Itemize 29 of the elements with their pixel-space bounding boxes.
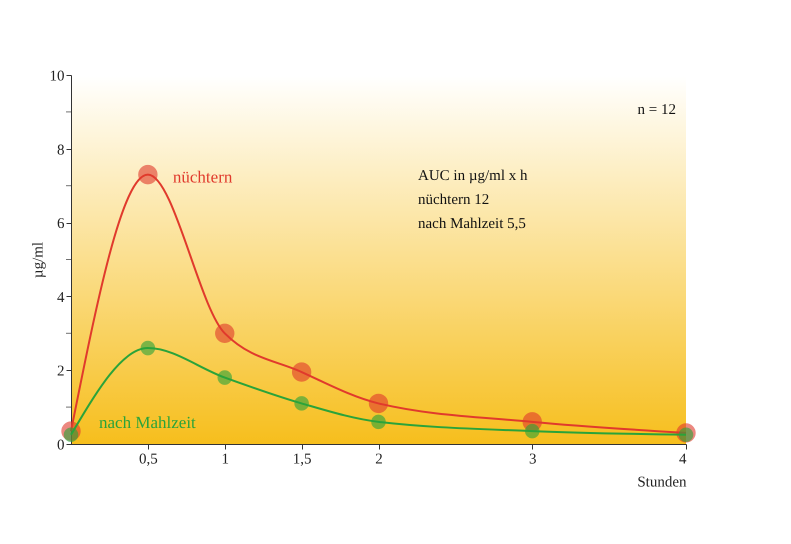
point xyxy=(371,414,386,430)
y-tick-label: 0 xyxy=(57,438,64,454)
x-tick-label: 0,5 xyxy=(139,452,158,468)
series-label: nüchtern xyxy=(172,168,233,187)
point xyxy=(292,362,312,382)
x-tick-label: 4 xyxy=(679,452,687,468)
y-tick-label: 6 xyxy=(57,216,65,232)
y-tick-label: 8 xyxy=(57,142,64,158)
annotation: nach Mahlzeit 5,5 xyxy=(418,216,526,232)
y-axis-title: µg/ml xyxy=(30,242,46,278)
annotation: nüchtern 12 xyxy=(418,192,490,208)
x-tick-label: 1,5 xyxy=(292,452,312,468)
y-tick-label: 10 xyxy=(50,68,64,84)
point xyxy=(217,370,232,385)
series-label: nach Mahlzeit xyxy=(99,412,196,432)
point xyxy=(215,324,234,343)
x-tick-label: 3 xyxy=(529,452,536,468)
x-tick-label: 1 xyxy=(222,452,229,468)
point xyxy=(524,424,540,438)
y-tick-label: 2 xyxy=(57,364,64,380)
point xyxy=(294,396,309,411)
y-tick-label: 4 xyxy=(57,290,65,306)
point xyxy=(140,340,156,356)
point xyxy=(368,394,388,414)
annotation: AUC in µg/ml x h xyxy=(418,168,528,184)
point xyxy=(138,164,158,184)
annotation: n = 12 xyxy=(638,102,676,118)
x-tick-label: 2 xyxy=(375,452,383,468)
x-axis-title: Stunden xyxy=(637,474,687,490)
